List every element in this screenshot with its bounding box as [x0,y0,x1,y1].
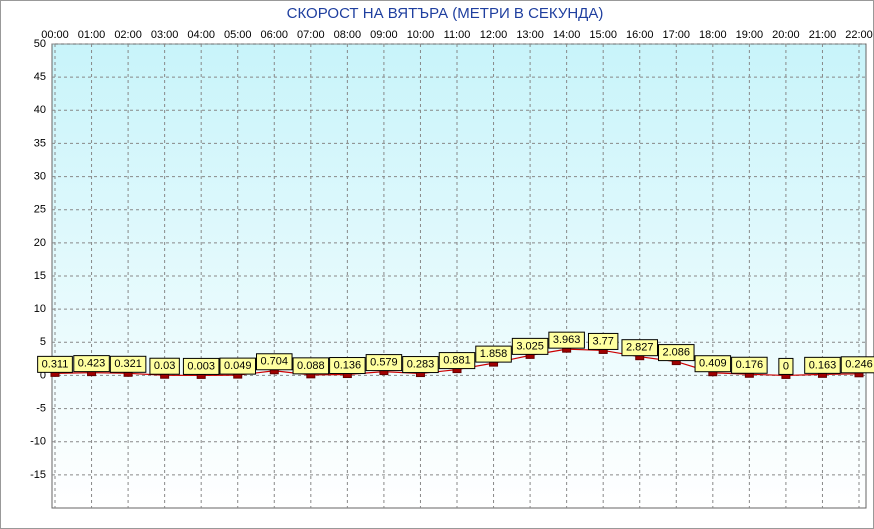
data-label: 0.881 [443,354,471,366]
x-tick-label: 17:00 [663,29,691,41]
x-tick-label: 13:00 [516,29,544,41]
x-tick-label: 07:00 [297,29,325,41]
data-label: 0.283 [407,358,435,370]
x-tick-label: 18:00 [699,29,727,41]
data-label: 2.086 [663,347,691,359]
data-label-box [37,355,73,373]
x-tick-label: 12:00 [480,29,508,41]
data-label: 3.025 [516,340,544,352]
x-tick-label: 00:00 [41,29,69,41]
y-tick-label: -10 [30,436,46,448]
data-label-box [587,332,619,350]
chart-title: СКОРОСТ НА ВЯТЪРА (МЕТРИ В СЕКУНДА) [287,5,604,22]
data-label: 0.088 [297,360,325,372]
y-tick-label: -15 [30,469,46,481]
x-tick-label: 14:00 [553,29,581,41]
x-tick-label: 01:00 [78,29,106,41]
data-label-box [778,357,794,375]
x-tick-label: 21:00 [809,29,837,41]
data-label: 0.409 [699,358,727,370]
x-tick-label: 08:00 [334,29,362,41]
x-tick-label: 03:00 [151,29,179,41]
x-tick-label: 15:00 [589,29,617,41]
y-tick-label: 10 [34,303,46,315]
data-label: 3.963 [553,334,581,346]
data-label-box [329,357,366,375]
data-label: 0.049 [224,360,252,372]
x-tick-label: 11:00 [444,29,471,41]
x-tick-label: 22:00 [845,29,873,41]
data-label-box [548,331,585,349]
data-label-box [731,356,768,374]
data-label-box [621,339,658,357]
data-label: 0.579 [370,356,398,368]
data-label-box [256,353,293,371]
data-label: 0.423 [78,358,106,370]
x-tick-label: 09:00 [370,29,398,41]
y-tick-label: 15 [34,270,46,282]
y-tick-label: 40 [34,104,46,116]
data-label-box [109,355,147,373]
data-label-box [438,352,476,370]
data-label: 0.321 [114,358,142,370]
data-label: 0.136 [334,359,362,371]
data-label-box [402,356,439,374]
x-tick-label: 16:00 [626,29,654,41]
x-tick-label: 10:00 [407,29,435,41]
data-label-box [475,345,512,363]
data-label: 0.311 [42,358,69,370]
data-label-box [182,357,220,375]
data-label-box [840,356,874,374]
x-tick-label: 19:00 [736,29,764,41]
data-label: 2.827 [626,342,654,354]
x-tick-label: 02:00 [114,29,142,41]
data-label: 0.03 [154,360,175,372]
data-label: 0.246 [845,359,873,371]
data-label: 0 [783,360,789,372]
data-label-box [73,355,110,373]
y-tick-label: -5 [36,402,46,414]
y-tick-label: 25 [34,204,46,216]
x-tick-label: 05:00 [224,29,252,41]
data-label: 0.163 [809,359,837,371]
y-tick-label: 5 [40,336,46,348]
x-tick-label: 04:00 [187,29,215,41]
y-tick-label: 45 [34,71,46,83]
data-label-box [694,355,732,373]
y-tick-label: 50 [34,38,46,50]
y-tick-label: 0 [40,369,46,381]
y-tick-label: 35 [34,137,46,149]
data-label-box [658,344,695,362]
y-tick-label: 30 [34,170,46,182]
data-label-box [149,357,180,375]
data-label-box [804,356,841,374]
data-label-box [365,354,403,372]
data-label: 0.176 [736,359,764,371]
data-label-box [219,357,256,375]
data-label-box [511,337,549,355]
data-label: 3.77 [592,335,613,347]
data-label: 1.858 [480,348,508,360]
data-label: 0.003 [187,360,215,372]
y-tick-label: 20 [34,237,46,249]
data-label-box [292,357,330,375]
x-tick-label: 20:00 [772,29,800,41]
x-tick-label: 06:00 [261,29,289,41]
data-label: 0.704 [261,356,289,368]
